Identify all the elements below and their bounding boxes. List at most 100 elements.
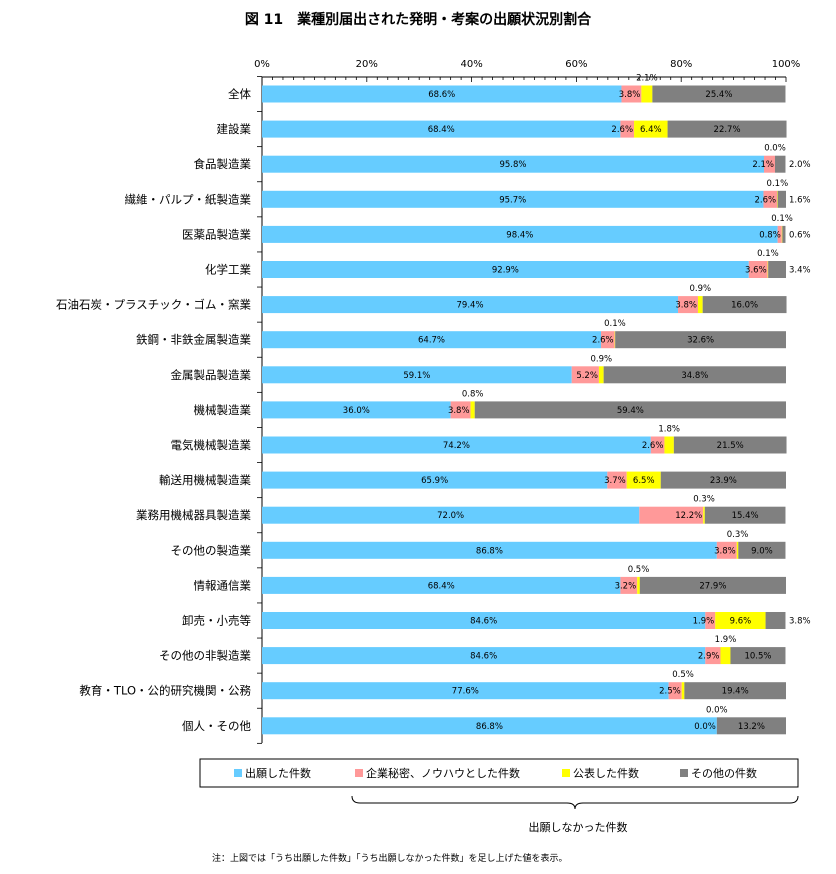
bar-segment-published: [470, 401, 475, 419]
category-label: その他の製造業: [171, 543, 252, 557]
data-label: 0.1%: [771, 214, 793, 224]
data-label: 0.0%: [706, 705, 728, 715]
data-label: 0.1%: [767, 179, 789, 189]
data-label: 0.6%: [789, 230, 811, 240]
data-label: 13.2%: [738, 722, 765, 732]
data-label: 74.2%: [443, 441, 470, 451]
bar-segment-secret: [763, 190, 778, 208]
data-label: 3.4%: [789, 266, 811, 276]
category-label: 電気機械製造業: [171, 438, 252, 452]
bar-segment-filed: [262, 120, 621, 138]
bar-segment-other: [730, 647, 786, 665]
bar-segment-filed: [262, 225, 778, 243]
data-label: 68.4%: [428, 581, 455, 591]
data-label: 68.4%: [428, 125, 455, 135]
category-label: 鉄鋼・非鉄金属製造業: [136, 333, 251, 347]
bar-segment-other: [782, 225, 786, 243]
data-label: 98.4%: [506, 230, 533, 240]
category-label: 業務用機械器具製造業: [136, 508, 251, 522]
data-label: 1.6%: [789, 195, 811, 205]
bar-segment-filed: [262, 612, 706, 629]
data-label: 15.4%: [732, 511, 759, 521]
bar-segment-filed: [262, 647, 706, 665]
data-label: 2.5%: [659, 687, 681, 697]
bar-segment-other: [765, 612, 786, 629]
legend-label: 企業秘密、ノウハウとした件数: [366, 766, 520, 780]
bar-segment-other: [704, 506, 786, 524]
data-label: 34.8%: [681, 371, 708, 381]
bar-segment-published: [715, 612, 766, 629]
data-label: 92.9%: [492, 266, 519, 276]
bar-segment-published: [736, 541, 739, 559]
legend-swatch: [680, 769, 688, 777]
bar-segment-secret: [748, 261, 768, 278]
bar-segment-filed: [262, 576, 621, 594]
bar-segment-other: [777, 190, 786, 208]
x-tick-label: 100%: [772, 59, 801, 70]
bar-segment-published: [598, 366, 604, 384]
category-label: 情報通信業: [194, 578, 252, 592]
data-label: 0.5%: [628, 565, 650, 575]
bar-segment-secret: [705, 612, 716, 629]
data-label: 0.8%: [462, 389, 484, 399]
category-label: 輸送用機械製造業: [159, 473, 251, 487]
bar-segment-secret: [601, 331, 615, 349]
category-label: 医薬品製造業: [182, 227, 251, 241]
category-label: その他の非製造業: [159, 649, 251, 663]
data-label: 27.9%: [699, 581, 726, 591]
bar-segment-filed: [262, 401, 451, 419]
data-label: 19.4%: [722, 687, 749, 697]
data-label: 9.6%: [730, 617, 752, 627]
data-label: 64.7%: [418, 336, 445, 346]
bar-segment-filed: [262, 717, 717, 735]
data-label: 1.8%: [658, 425, 680, 435]
data-label: 16.0%: [731, 301, 758, 311]
data-label: 1.9%: [715, 635, 737, 645]
data-label: 6.5%: [633, 476, 655, 486]
bar-segment-published: [703, 506, 705, 524]
data-label: 12.2%: [675, 511, 702, 521]
bar-segment-filed: [262, 436, 651, 454]
bar-segment-filed: [262, 471, 608, 489]
data-label: 3.8%: [675, 301, 697, 311]
data-label: 86.8%: [476, 722, 503, 732]
data-label: 0.1%: [757, 249, 779, 259]
data-label: 3.8%: [714, 546, 736, 556]
bar-segment-other: [716, 717, 786, 735]
data-label: 2.1%: [636, 74, 658, 84]
bar-segment-filed: [262, 190, 764, 208]
data-label: 2.6%: [592, 336, 614, 346]
x-tick-label: 20%: [356, 59, 378, 70]
category-label: 個人・その他: [182, 719, 251, 733]
data-label: 2.9%: [698, 652, 720, 662]
bar-segment-secret: [607, 471, 627, 489]
legend-swatch: [234, 769, 242, 777]
bar-segment-published: [767, 261, 769, 278]
data-label: 0.9%: [590, 354, 612, 364]
data-label: 79.4%: [457, 301, 484, 311]
bar-segment-secret: [621, 85, 642, 103]
data-label: 72.0%: [437, 511, 464, 521]
category-label: 全体: [228, 87, 251, 101]
bar-segment-other: [768, 261, 786, 278]
data-label: 22.7%: [714, 125, 741, 135]
data-label: 9.0%: [751, 546, 773, 556]
bar-segment-other: [639, 576, 786, 594]
bar-segment-published: [626, 471, 661, 489]
data-label: 0.5%: [672, 670, 694, 680]
x-tick-label: 40%: [460, 59, 482, 70]
data-label: 0.1%: [604, 319, 626, 329]
data-label: 0.0%: [694, 722, 716, 732]
category-label: 建設業: [217, 122, 252, 136]
data-label: 3.2%: [615, 581, 637, 591]
category-label: 食品製造業: [194, 157, 252, 171]
data-label: 25.4%: [705, 90, 732, 100]
data-label: 86.8%: [476, 546, 503, 556]
category-label: 石油石炭・プラスチック・ゴム・窯業: [56, 298, 252, 312]
bar-segment-secret: [777, 225, 782, 243]
bar-segment-published: [681, 682, 685, 700]
data-label: 68.6%: [428, 90, 455, 100]
legend-swatch: [355, 769, 363, 777]
legend-label: 出願した件数: [245, 766, 311, 780]
legend-label: 公表した件数: [573, 766, 639, 780]
